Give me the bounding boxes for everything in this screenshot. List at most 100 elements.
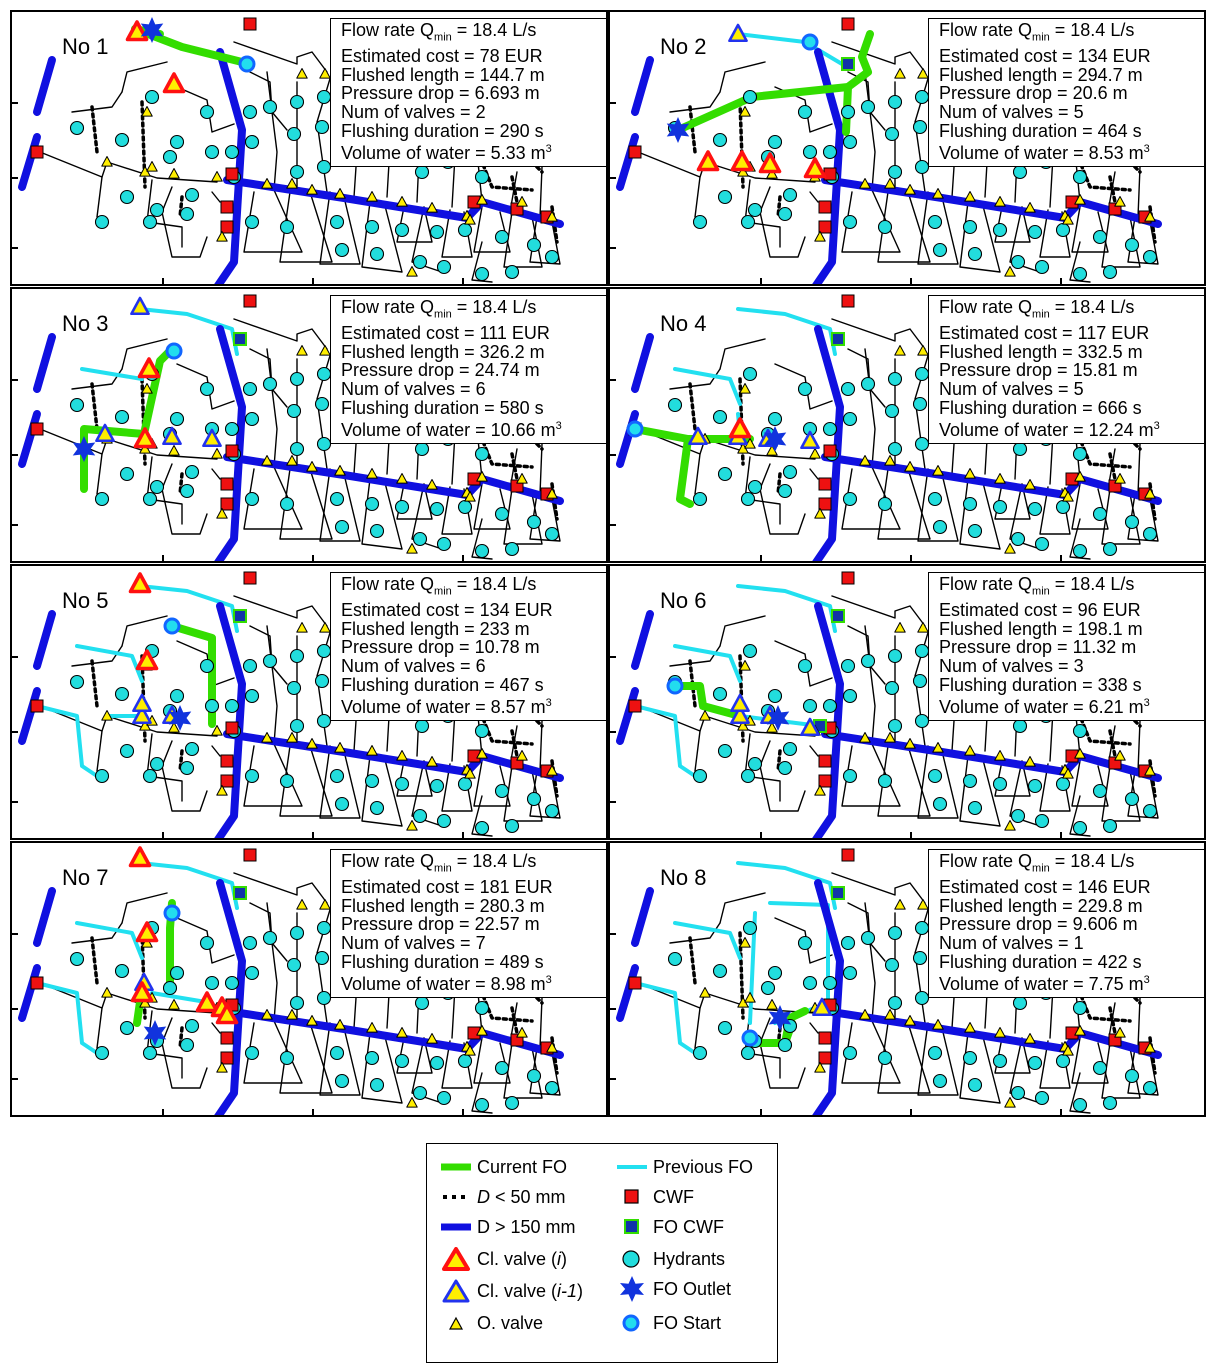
- previous-fo-path: [633, 981, 697, 1055]
- pipe-segment: [637, 982, 816, 1014]
- hydrant: [914, 89, 930, 105]
- hydrant: [887, 718, 903, 734]
- volume-line: Volume of water = 8.57 m3: [341, 697, 552, 718]
- pipe-segment: [637, 151, 816, 183]
- hydrant: [412, 254, 428, 270]
- hydrant: [364, 773, 380, 789]
- open-valve: [319, 622, 331, 633]
- hydrant: [777, 760, 793, 776]
- pipe-segment: [471, 1072, 493, 1114]
- axis-tick: [162, 1109, 164, 1115]
- open-valve: [917, 899, 929, 910]
- hydrant: [149, 479, 165, 495]
- result-box: Flow rate Qmin = 18.4 L/s Estimated cost …: [928, 572, 1204, 721]
- open-valve: [296, 68, 308, 79]
- hydrant: [1055, 222, 1071, 238]
- pipe-segment: [959, 1032, 1001, 1104]
- open-valve: [894, 345, 906, 356]
- open-valve: [319, 899, 331, 910]
- hydrant: [912, 119, 928, 135]
- pipe-segment: [959, 201, 1001, 273]
- hydrant: [289, 995, 305, 1011]
- cost-line: Estimated cost = 111 EUR: [341, 323, 550, 344]
- hydrant: [364, 219, 380, 235]
- open-valve: [917, 68, 929, 79]
- axis-tick: [162, 555, 164, 561]
- axis-tick: [610, 731, 616, 733]
- hydrant: [742, 920, 758, 936]
- closed-valve-current: [133, 427, 157, 449]
- result-box: Flow rate Qmin = 18.4 L/s Estimated cost …: [928, 18, 1204, 167]
- open-valve: [739, 106, 751, 117]
- hydrant: [887, 94, 903, 110]
- open-valve: [516, 1027, 528, 1038]
- flow-rate-line: Flow rate Qmin = 18.4 L/s: [939, 851, 1135, 875]
- hydrant: [822, 421, 838, 437]
- hydrant: [822, 144, 838, 160]
- flow-rate-line: Flow rate Qmin = 18.4 L/s: [341, 574, 537, 598]
- main-pipe: [812, 879, 844, 1115]
- pipe-segment: [233, 872, 328, 904]
- hydrant: [992, 776, 1008, 792]
- closed-valve-current: [195, 991, 219, 1013]
- pipe-segment: [539, 166, 543, 218]
- pipe-segment: [831, 41, 926, 73]
- legend-o-valve: O. valve: [441, 1308, 543, 1338]
- hydrant: [316, 920, 332, 936]
- axis-tick: [312, 555, 314, 561]
- dotted-line-icon: [443, 1195, 469, 1199]
- open-valve: [476, 1025, 488, 1036]
- hydrant: [262, 376, 278, 392]
- result-box: Flow rate Qmin = 18.4 L/s Estimated cost …: [330, 18, 606, 167]
- hydrant: [740, 214, 756, 230]
- pipe-segment: [319, 191, 361, 265]
- duration-line: Flushing duration = 338 s: [939, 674, 1142, 695]
- hydrant: [767, 688, 783, 704]
- hydrant: [69, 951, 85, 967]
- open-valve: [964, 1022, 976, 1033]
- legend-label: Cl. valve (i-1): [477, 1280, 584, 1301]
- axis-tick: [12, 801, 18, 803]
- hydrant: [884, 403, 900, 419]
- legend-label: Previous FO: [653, 1156, 754, 1177]
- pipe-segment: [473, 760, 511, 807]
- volume-line: Volume of water = 7.75 m3: [939, 974, 1150, 995]
- duration-line: Flushing duration = 464 s: [939, 120, 1142, 141]
- open-valve: [814, 508, 826, 519]
- open-valve: [1024, 756, 1036, 767]
- open-valve: [101, 156, 113, 167]
- open-valve: [319, 68, 331, 79]
- hydrant: [860, 653, 876, 669]
- hydrant: [262, 653, 278, 669]
- hydrant: [314, 950, 330, 966]
- hydrant: [932, 1073, 948, 1089]
- hydrant: [1142, 249, 1158, 265]
- hydrant: [142, 1045, 158, 1061]
- axis-tick: [1060, 555, 1062, 561]
- pipe-segment: [959, 478, 1001, 550]
- flushing-panel-5: No 5 Flow rate Qmin = 18.4 L/s Estimated c…: [10, 564, 608, 840]
- small-pipe-segment: [90, 382, 99, 431]
- hydrant: [114, 132, 130, 148]
- closed-valve-previous: [730, 705, 750, 725]
- hydrant: [1092, 783, 1108, 799]
- pipe-segment: [319, 468, 361, 542]
- pipe-segment: [959, 755, 1001, 827]
- panel-title: No 6: [660, 588, 707, 613]
- main-pipe: [214, 879, 246, 1115]
- open-valve: [334, 742, 346, 753]
- hydrant: [1027, 224, 1043, 240]
- hydrant: [777, 1037, 793, 1053]
- open-valve: [464, 214, 476, 225]
- hydrant: [369, 800, 385, 816]
- hydrant: [429, 224, 445, 240]
- hydrant: [144, 89, 160, 105]
- hydrant: [494, 506, 510, 522]
- hydrant: [1092, 1060, 1108, 1076]
- open-valve: [739, 660, 751, 671]
- main-pipe: [821, 730, 1162, 782]
- hydrant: [94, 214, 110, 230]
- length-line: Flushed length = 144.7 m: [341, 64, 545, 85]
- hydrant: [329, 214, 345, 230]
- small-pipe-segment: [688, 936, 697, 985]
